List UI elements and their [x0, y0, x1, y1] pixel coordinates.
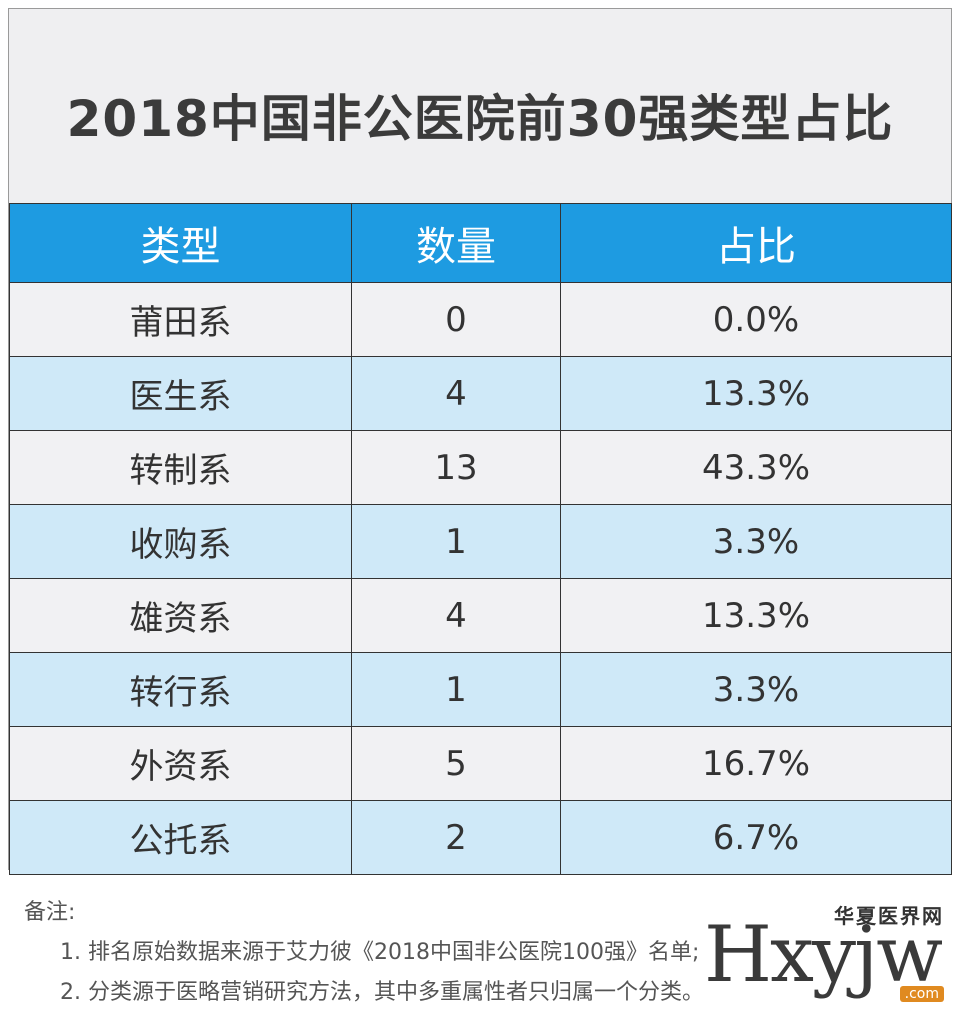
cell-share: 13.3% [560, 356, 952, 431]
cell-type: 公托系 [9, 800, 352, 875]
table-row: 外资系 5 16.7% [9, 726, 952, 801]
logo-domain-text: .com [899, 986, 944, 1002]
logo-cn-text: 华夏医界网 [834, 904, 944, 928]
cell-share: 6.7% [560, 800, 952, 875]
cell-share: 3.3% [560, 504, 952, 579]
cell-count: 4 [351, 578, 561, 653]
watermark-logo: 华夏医界网 Hxyjw .com [704, 900, 950, 1010]
logo-latin-text: Hxyjw [704, 910, 943, 1000]
table-row: 收购系 1 3.3% [9, 504, 952, 579]
table-card: 2018中国非公医院前30强类型占比 类型 数量 占比 莆田系 0 0.0% 医… [8, 8, 952, 875]
notes-label: 备注: [24, 900, 76, 925]
note-item: 2. 分类源于医略营销研究方法，其中多重属性者只归属一个分类。 [60, 980, 704, 1005]
table-row: 转制系 13 43.3% [9, 430, 952, 505]
column-header-share: 占比 [560, 203, 952, 283]
cell-type: 雄资系 [9, 578, 352, 653]
cell-share: 43.3% [560, 430, 952, 505]
table-row: 莆田系 0 0.0% [9, 282, 952, 357]
cell-type: 外资系 [9, 726, 352, 801]
cell-count: 4 [351, 356, 561, 431]
notes-section: 备注: 1. 排名原始数据来源于艾力彼《2018中国非公医院100强》名单; 2… [24, 893, 704, 1013]
cell-share: 3.3% [560, 652, 952, 727]
table-row: 转行系 1 3.3% [9, 652, 952, 727]
cell-count: 0 [351, 282, 561, 357]
cell-type: 医生系 [9, 356, 352, 431]
cell-share: 13.3% [560, 578, 952, 653]
cell-type: 转行系 [9, 652, 352, 727]
cell-count: 5 [351, 726, 561, 801]
column-header-type: 类型 [9, 203, 352, 283]
cell-count: 1 [351, 504, 561, 579]
cell-share: 16.7% [560, 726, 952, 801]
cell-type: 莆田系 [9, 282, 352, 357]
table-row: 医生系 4 13.3% [9, 356, 952, 431]
table-row: 公托系 2 6.7% [9, 800, 952, 875]
cell-share: 0.0% [560, 282, 952, 357]
note-item: 1. 排名原始数据来源于艾力彼《2018中国非公医院100强》名单; [60, 940, 700, 965]
table-header-row: 类型 数量 占比 [9, 203, 952, 283]
cell-count: 2 [351, 800, 561, 875]
column-header-count: 数量 [351, 203, 561, 283]
cell-type: 收购系 [9, 504, 352, 579]
page-title: 2018中国非公医院前30强类型占比 [66, 90, 894, 148]
cell-count: 13 [351, 430, 561, 505]
cell-type: 转制系 [9, 430, 352, 505]
cell-count: 1 [351, 652, 561, 727]
data-table: 类型 数量 占比 莆田系 0 0.0% 医生系 4 13.3% 转制系 13 4… [9, 203, 952, 875]
table-row: 雄资系 4 13.3% [9, 578, 952, 653]
